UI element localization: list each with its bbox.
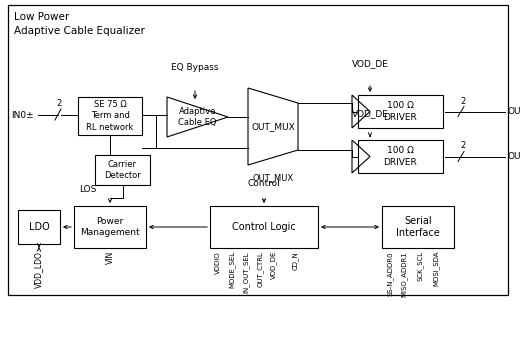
Text: 100 Ω
DRIVER: 100 Ω DRIVER: [384, 147, 418, 166]
Text: 100 Ω
DRIVER: 100 Ω DRIVER: [384, 101, 418, 122]
Text: IN0±: IN0±: [11, 110, 34, 119]
Text: MOSI_SDA: MOSI_SDA: [433, 251, 439, 287]
Bar: [78, 97, 142, 135]
Text: MODE_SEL: MODE_SEL: [229, 251, 236, 288]
Text: OUT_MUX: OUT_MUX: [252, 173, 294, 182]
Text: Low Power
Adaptive Cable Equalizer: Low Power Adaptive Cable Equalizer: [14, 12, 145, 36]
Bar: [74, 206, 146, 248]
Text: OUT_MUX: OUT_MUX: [251, 122, 295, 131]
Text: SCK_SCL: SCK_SCL: [417, 251, 423, 281]
Text: IN_OUT_SEL: IN_OUT_SEL: [243, 251, 250, 293]
Text: CD_N: CD_N: [292, 251, 298, 270]
Bar: [95, 155, 150, 185]
Text: Control: Control: [248, 179, 280, 188]
Text: VOD_DE: VOD_DE: [352, 59, 388, 68]
Text: Power
Management: Power Management: [80, 217, 140, 237]
Text: EQ Bypass: EQ Bypass: [171, 63, 219, 72]
Text: Carrier
Detector: Carrier Detector: [104, 160, 141, 180]
Bar: [18, 210, 60, 244]
Text: VOD_DE: VOD_DE: [352, 109, 388, 118]
Bar: [358, 140, 443, 173]
Bar: [8, 5, 508, 295]
Bar: [358, 95, 443, 128]
Text: VDDIO: VDDIO: [215, 251, 221, 274]
Text: 2: 2: [56, 99, 61, 108]
Text: OUT0±: OUT0±: [507, 107, 520, 116]
Text: 2: 2: [460, 96, 465, 105]
Text: OUT1±: OUT1±: [507, 152, 520, 161]
Text: 2: 2: [460, 142, 465, 151]
Text: VIN: VIN: [106, 251, 114, 264]
Text: Adaptive
Cable EQ: Adaptive Cable EQ: [178, 107, 217, 127]
Text: VDD_LDO: VDD_LDO: [34, 251, 44, 288]
Bar: [382, 206, 454, 248]
Text: LDO: LDO: [29, 222, 49, 232]
Text: Serial
Interface: Serial Interface: [396, 216, 440, 238]
Bar: [210, 206, 318, 248]
Text: LOS: LOS: [79, 185, 96, 194]
Text: Control Logic: Control Logic: [232, 222, 296, 232]
Text: SS-N_ADDR0: SS-N_ADDR0: [387, 251, 393, 296]
Text: VOD_DE: VOD_DE: [270, 251, 277, 279]
Text: MISO_ADDR1: MISO_ADDR1: [400, 251, 407, 297]
Text: OUT_CTRL: OUT_CTRL: [257, 251, 263, 287]
Text: SE 75 Ω
Term and
RL network: SE 75 Ω Term and RL network: [86, 100, 134, 132]
